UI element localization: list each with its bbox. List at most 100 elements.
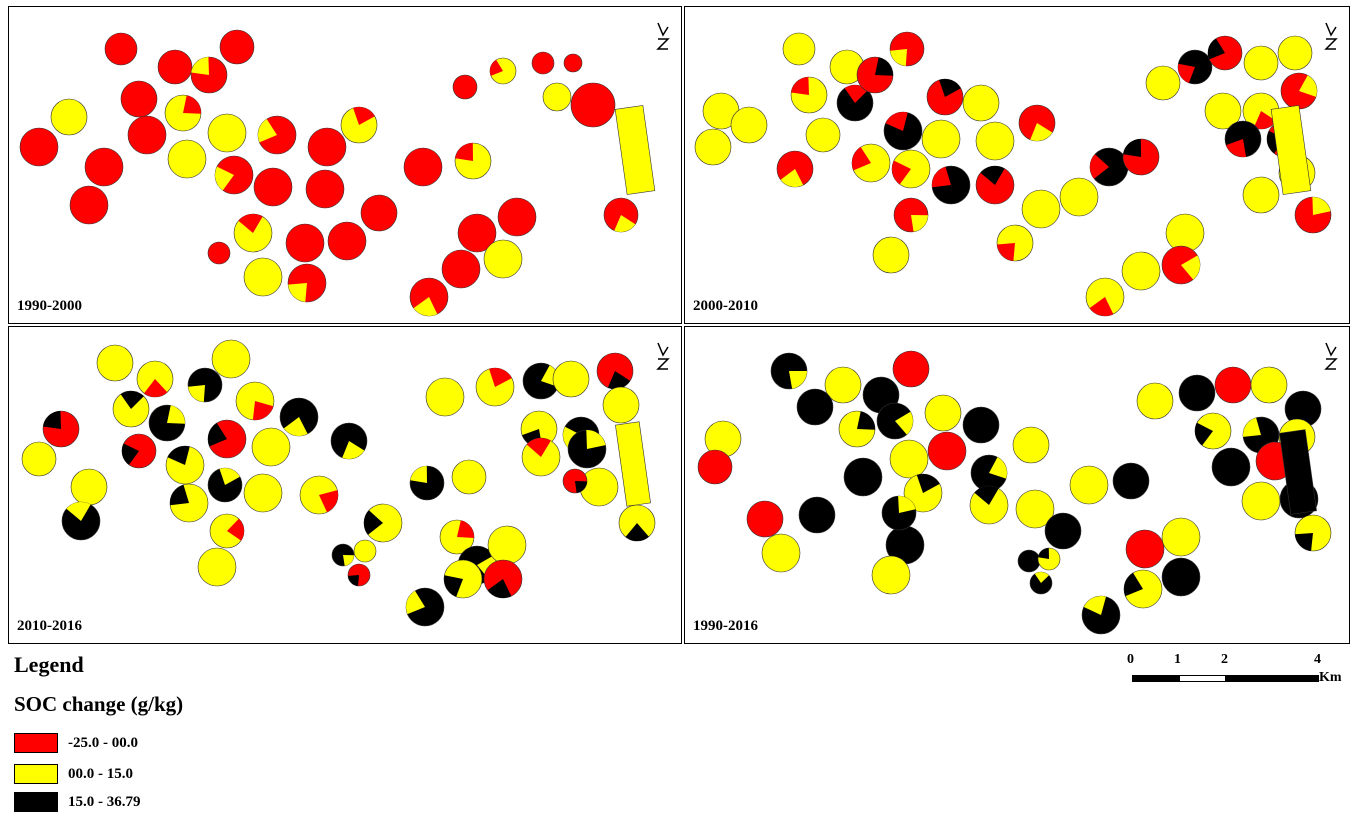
field-patch	[607, 371, 631, 389]
legend-item-increase: 15.0 - 36.79	[14, 791, 141, 813]
field-patch	[1030, 123, 1053, 142]
field-patch	[1195, 422, 1213, 446]
field-circle	[570, 82, 616, 128]
field-circle	[1125, 529, 1165, 569]
field-circle	[1012, 426, 1050, 464]
field-patch	[188, 385, 205, 402]
field-circle	[962, 406, 1000, 444]
field-patch	[586, 429, 606, 449]
scale-tick-2: 2	[1221, 652, 1228, 667]
field-patch	[844, 85, 868, 103]
field-circle	[563, 53, 583, 73]
field-patch	[625, 523, 649, 541]
map-panel-1990-2000: 1990-2000	[8, 6, 682, 324]
field-circle	[360, 194, 398, 232]
field-circle	[892, 350, 930, 388]
field-patch	[283, 417, 308, 436]
field-patch	[911, 215, 928, 232]
field-circle	[531, 51, 555, 75]
scale-segment	[1179, 675, 1226, 682]
field-circle	[207, 241, 231, 265]
field-circle	[1059, 177, 1099, 217]
field-rectangle	[1270, 105, 1312, 195]
field-circle	[285, 223, 325, 263]
field-patch	[791, 77, 809, 95]
field-circle	[84, 147, 124, 187]
field-patch	[1312, 196, 1331, 215]
field-circle	[805, 117, 841, 153]
field-circle	[924, 394, 962, 432]
field-circle	[1178, 374, 1216, 412]
field-circle	[782, 32, 816, 66]
field-patch	[1123, 139, 1141, 157]
field-circle	[697, 449, 733, 485]
field-circle	[1112, 462, 1150, 500]
field-patch	[207, 423, 227, 447]
field-patch	[857, 411, 876, 430]
field-circle	[327, 221, 367, 261]
field-patch	[66, 501, 91, 521]
field-circle	[1242, 176, 1280, 214]
field-circle	[441, 249, 481, 289]
field-patch	[1207, 38, 1225, 60]
map-panel-2000-2010: 2000-2010	[684, 6, 1350, 324]
field-patch	[487, 579, 512, 598]
field-circle	[1136, 382, 1174, 420]
period-label: 1990-2016	[693, 618, 758, 634]
field-circle	[307, 127, 347, 167]
field-circle	[253, 167, 293, 207]
field-patch	[575, 481, 587, 493]
field-patch	[1295, 533, 1313, 551]
north-arrow-icon	[1324, 342, 1338, 370]
field-patch	[167, 405, 186, 424]
field-circle	[1021, 189, 1061, 229]
scale-unit: Km	[1319, 670, 1342, 685]
field-patch	[1181, 255, 1201, 280]
field-patch	[219, 467, 240, 485]
field-circle	[1211, 447, 1251, 487]
field-patch	[319, 490, 339, 513]
field-patch	[997, 243, 1015, 261]
north-arrow-icon	[1324, 22, 1338, 50]
field-circle	[798, 496, 836, 534]
field-circle	[730, 106, 768, 144]
field-patch	[342, 441, 365, 460]
field-circle	[457, 213, 497, 253]
field-circle	[1241, 481, 1281, 521]
north-arrow-icon	[656, 22, 670, 50]
field-circle	[746, 500, 784, 538]
field-circle	[552, 360, 590, 398]
map-panel-1990-2016: 1990-2016	[684, 326, 1350, 644]
field-circle	[1243, 45, 1279, 81]
field-circle	[796, 388, 834, 426]
field-circle	[483, 239, 523, 279]
field-patch	[1253, 111, 1277, 129]
field-circle	[21, 441, 57, 477]
legend-label: 00.0 - 15.0	[68, 765, 133, 782]
field-patch	[1038, 548, 1049, 559]
period-label: 2010-2016	[17, 618, 82, 634]
legend-subtitle: SOC change (g/kg)	[14, 692, 184, 716]
field-rectangle	[614, 105, 656, 195]
legend-swatch-black	[14, 792, 58, 812]
field-circle	[305, 169, 345, 209]
field-patch	[343, 555, 354, 566]
field-circle	[602, 386, 640, 424]
field-circle	[975, 121, 1015, 161]
field-patch	[257, 119, 277, 143]
field-patch	[931, 166, 951, 188]
field-circle	[1214, 366, 1252, 404]
field-circle	[824, 366, 862, 404]
field-patch	[1226, 139, 1247, 157]
field-circle	[96, 344, 134, 382]
field-circle	[889, 439, 929, 479]
field-patch	[406, 590, 425, 615]
field-circle	[921, 119, 961, 159]
field-patch	[353, 106, 375, 125]
field-patch	[238, 213, 263, 233]
field-patch	[916, 473, 940, 493]
field-circle	[542, 82, 572, 112]
scale-tick-1: 1	[1174, 652, 1181, 667]
field-patch	[413, 297, 438, 316]
field-patch	[215, 166, 234, 191]
